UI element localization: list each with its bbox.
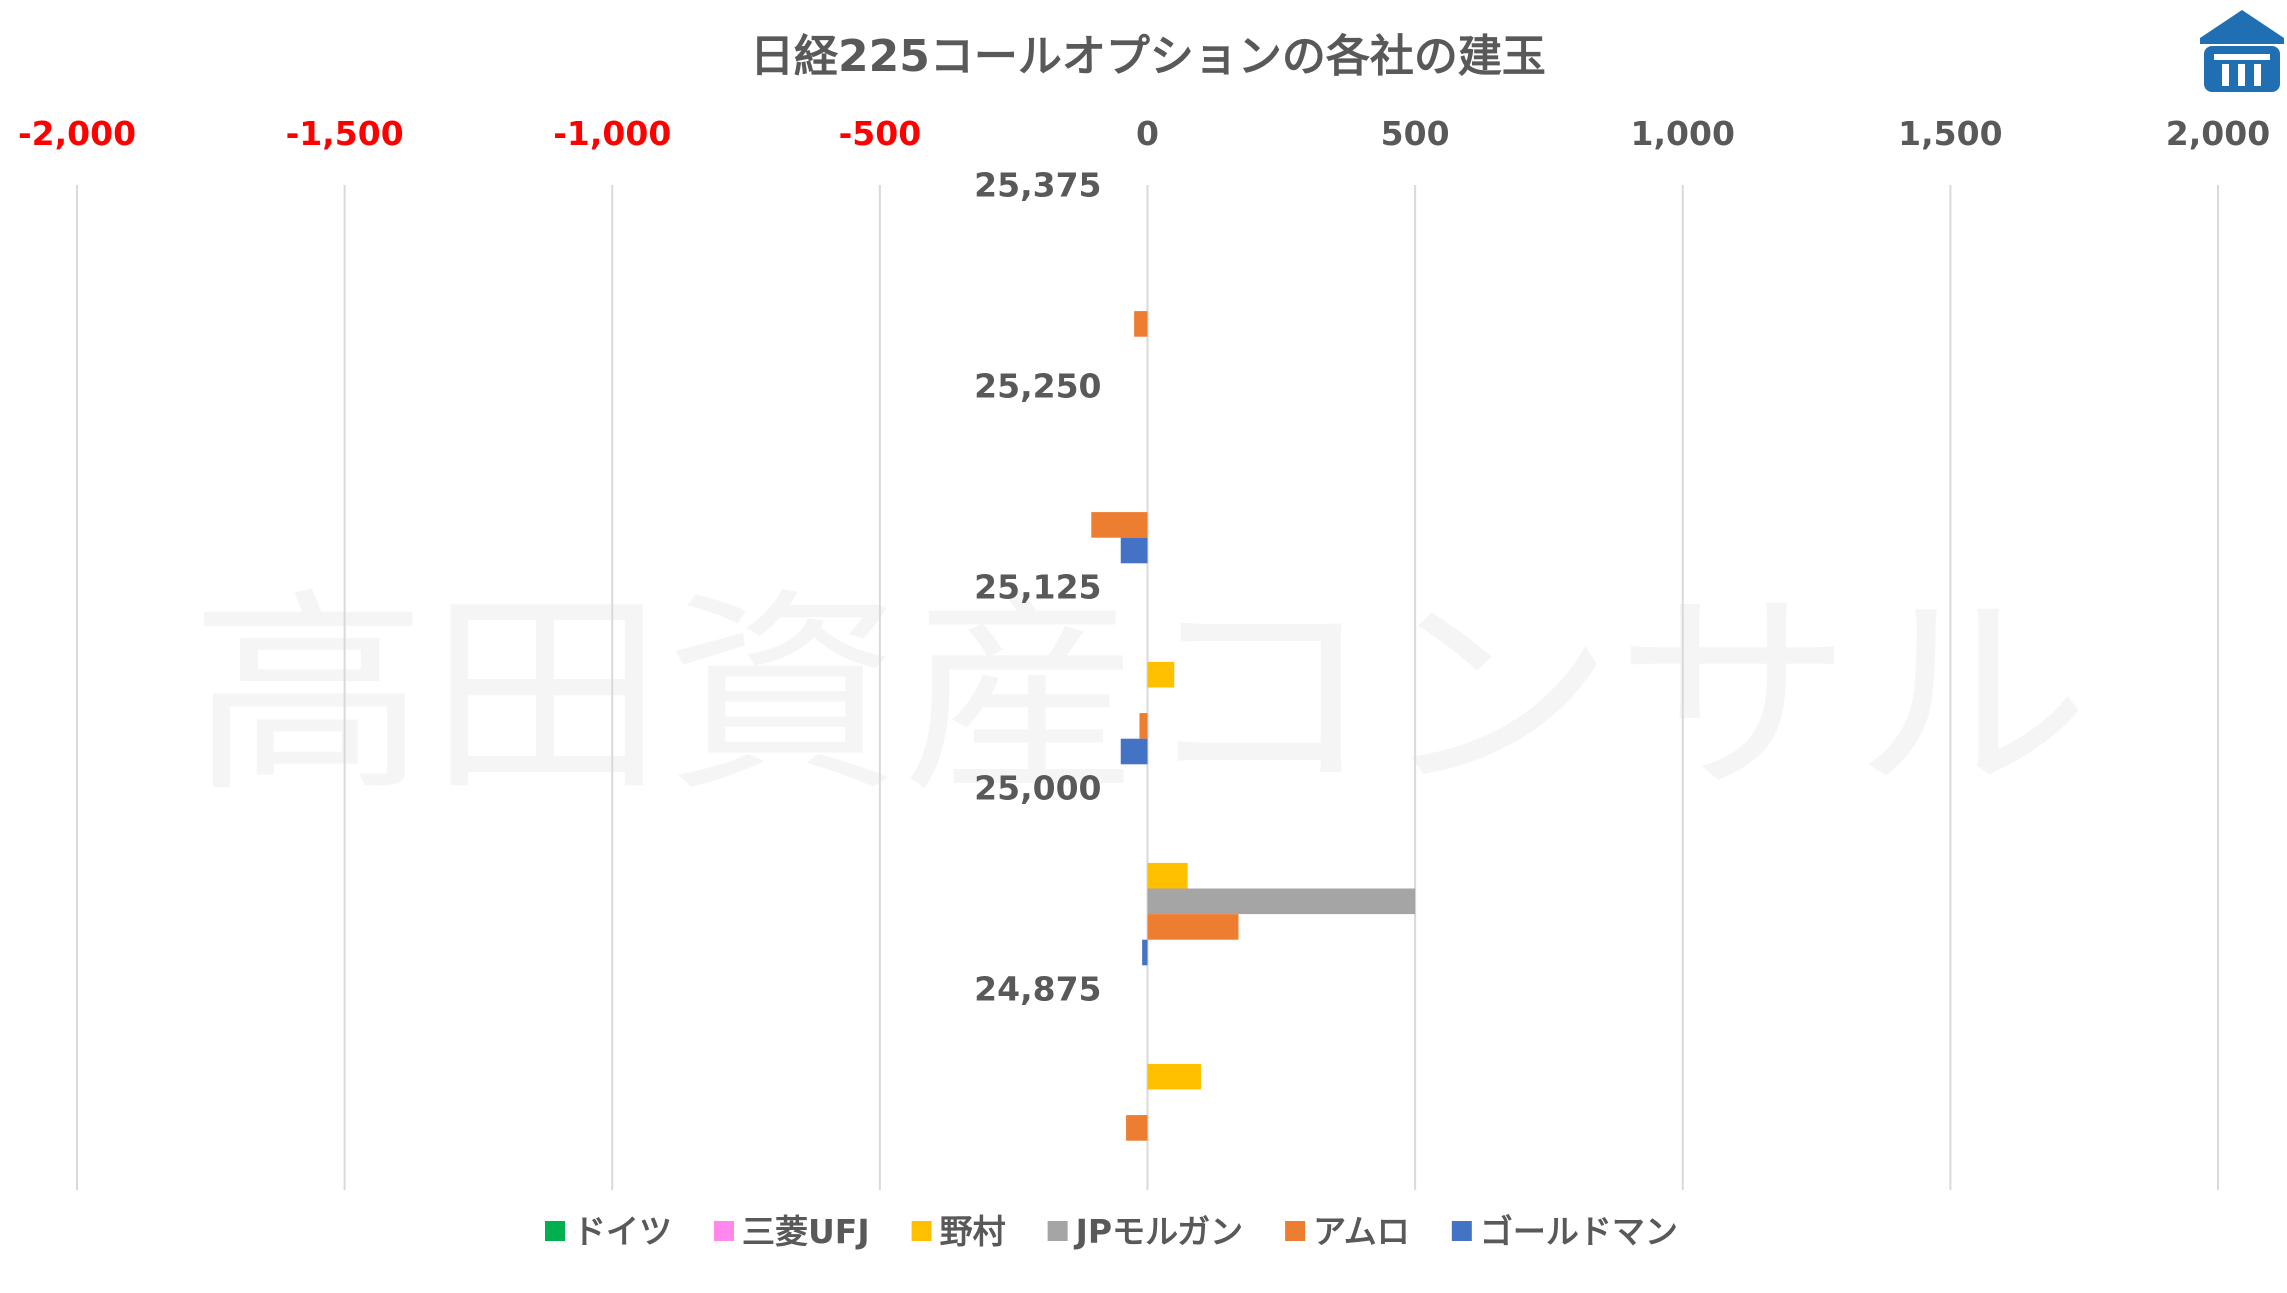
x-tick-label: 0 <box>1136 114 1159 153</box>
x-tick-label: 2,000 <box>2166 114 2270 153</box>
logo-pillar-icon <box>2222 64 2229 86</box>
x-tick-label: -1,000 <box>553 114 671 153</box>
bar-アムロ <box>1134 311 1148 337</box>
watermark-text: 高田資産コンサル <box>190 570 2090 821</box>
legend-swatch <box>911 1221 932 1241</box>
bar-ゴールドマン <box>1142 939 1148 966</box>
legend-label: ドイツ <box>573 1212 672 1251</box>
bar-JPモルガン <box>1147 888 1416 915</box>
logo-pillar-icon <box>2238 64 2245 86</box>
logo-roof-icon <box>2200 10 2284 44</box>
bar-アムロ <box>1139 713 1148 739</box>
chart-title: 日経225コールオプションの各社の建玉 <box>750 31 1546 82</box>
bar-アムロ <box>1147 914 1239 940</box>
company-logo <box>2200 10 2284 92</box>
logo-bar-icon <box>2214 54 2270 60</box>
legend-label: アムロ <box>1313 1212 1410 1251</box>
bar-アムロ <box>1126 1115 1148 1141</box>
x-tick-labels: -2,000 -1,500 -1,000 -500 0 500 1,000 1,500 2,00… <box>18 114 2270 153</box>
bar-アムロ <box>1091 512 1148 538</box>
legend-swatch <box>1047 1221 1068 1241</box>
category-label: 25,375 <box>974 166 1101 205</box>
logo-pillar-icon <box>2254 64 2261 86</box>
category-labels: 25,375 25,250 25,125 25,000 24,875 <box>974 166 1101 1009</box>
x-tick-label: -500 <box>839 114 922 153</box>
bar-ゴールドマン <box>1120 537 1148 564</box>
legend-label: JPモルガン <box>1074 1212 1243 1251</box>
legend-label: 三菱UFJ <box>742 1212 870 1251</box>
legend-label: ゴールドマン <box>1480 1212 1678 1251</box>
bar-野村 <box>1147 1063 1202 1090</box>
x-tick-label: 1,500 <box>1898 114 2002 153</box>
x-tick-label: -1,500 <box>286 114 404 153</box>
category-label: 24,875 <box>974 970 1101 1009</box>
legend: ドイツ 三菱UFJ 野村 JPモルガン アムロ ゴールドマン <box>545 1212 1678 1251</box>
bar-ゴールドマン <box>1120 738 1148 765</box>
x-tick-label: 1,000 <box>1631 114 1735 153</box>
legend-label: 野村 <box>940 1212 1006 1251</box>
category-label: 25,000 <box>974 769 1101 808</box>
legend-swatch <box>1285 1221 1306 1241</box>
legend-swatch <box>545 1221 565 1241</box>
bar-野村 <box>1147 862 1188 889</box>
category-label: 25,125 <box>974 568 1101 607</box>
bar-野村 <box>1147 661 1175 688</box>
category-label: 25,250 <box>974 367 1101 406</box>
x-tick-label: 500 <box>1381 114 1450 153</box>
bars <box>1091 311 1416 1141</box>
legend-swatch <box>1451 1221 1472 1241</box>
legend-swatch <box>714 1221 734 1241</box>
x-tick-label: -2,000 <box>18 114 136 153</box>
